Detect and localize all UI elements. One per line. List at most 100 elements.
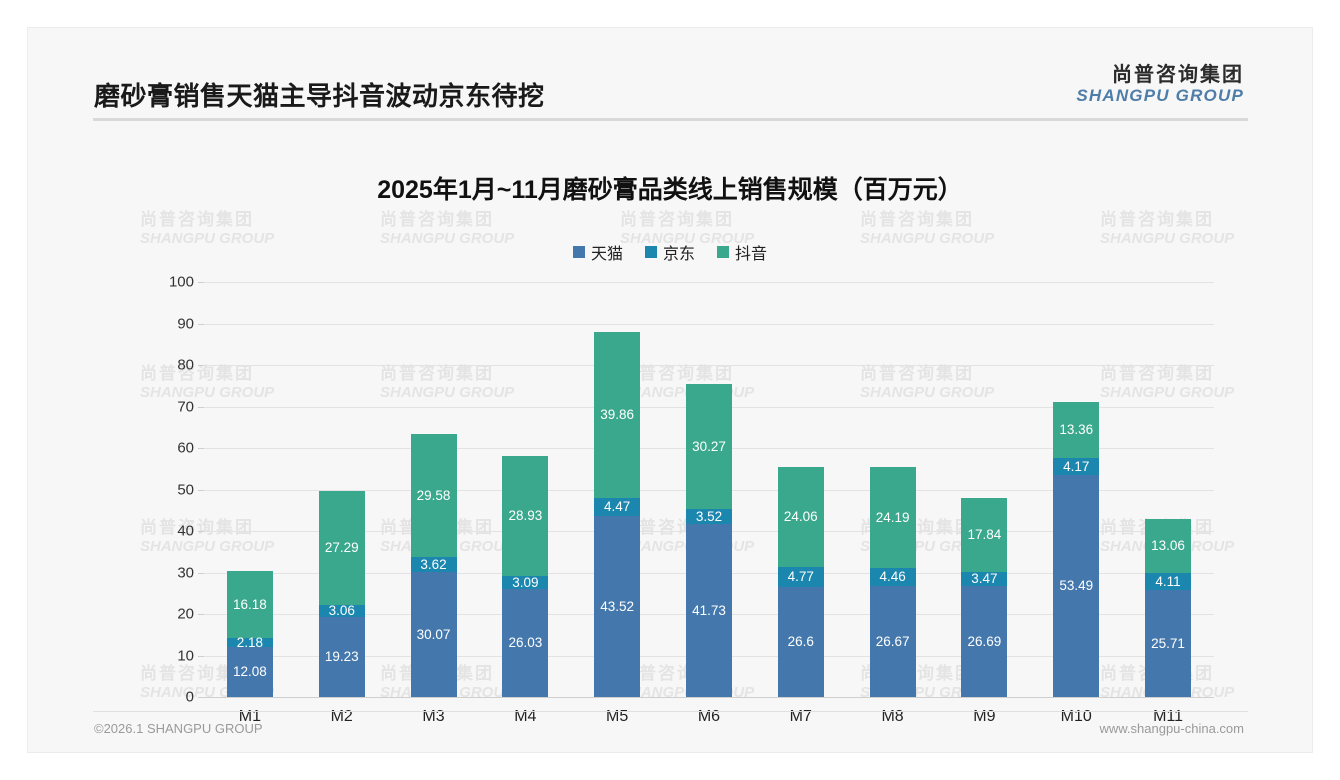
- bar-value-label: 4.77: [787, 568, 814, 584]
- y-axis-tick-mark: [198, 697, 204, 698]
- bar-segment-京东[interactable]: 3.09: [502, 576, 549, 589]
- y-axis-tick-mark: [198, 531, 204, 532]
- bar-segment-抖音[interactable]: 16.18: [226, 570, 273, 638]
- bar-segment-抖音[interactable]: 39.86: [594, 332, 641, 498]
- bar-segment-京东[interactable]: 4.11: [1145, 573, 1192, 591]
- bar-group-M8[interactable]: 24.19 4.46 26.67 M8: [869, 282, 916, 725]
- x-axis-tick-label: M9: [973, 708, 996, 725]
- bar-group-M7[interactable]: 24.06 4.77 26.6 M7: [777, 282, 824, 725]
- bar-segment-抖音[interactable]: 13.06: [1145, 519, 1192, 574]
- bar-segment-抖音[interactable]: 28.93: [502, 456, 549, 577]
- bar-segment-天猫[interactable]: 12.08: [226, 646, 273, 697]
- y-axis-tick-label: 20: [177, 605, 194, 623]
- bar-segment-天猫[interactable]: 25.71: [1145, 590, 1192, 697]
- bar-segment-京东[interactable]: 2.18: [226, 636, 273, 649]
- legend-item-抖音[interactable]: 抖音: [717, 240, 767, 264]
- bar-segment-天猫[interactable]: 26.69: [961, 586, 1008, 697]
- bar-segment-抖音[interactable]: 29.58: [410, 434, 457, 558]
- bar-value-label: 30.07: [416, 626, 451, 642]
- bar-segment-京东[interactable]: 4.46: [869, 567, 916, 587]
- bar-segment-抖音[interactable]: 24.06: [777, 467, 824, 567]
- bar-group-M4[interactable]: 28.93 3.09 26.03 M4: [502, 282, 549, 725]
- x-axis-tick-label: M5: [606, 708, 629, 725]
- slide-header: 磨砂膏销售天猫主导抖音波动京东待挖 尚普咨询集团 SHANGPU GROUP: [28, 28, 1312, 121]
- y-axis-tick-mark: [198, 282, 204, 283]
- gridline: [204, 697, 1214, 698]
- bar-group-M1[interactable]: 16.18 2.18 12.08 M1: [226, 282, 273, 725]
- bar-value-label: 4.46: [879, 569, 906, 585]
- bar-group-M11[interactable]: 13.06 4.11 25.71 M11: [1145, 282, 1192, 725]
- y-axis-tick-label: 80: [177, 356, 194, 374]
- bar-segment-抖音[interactable]: 13.36: [1053, 402, 1100, 458]
- bar-segment-抖音[interactable]: 27.29: [318, 491, 365, 605]
- bar-value-label: 28.93: [508, 508, 543, 524]
- y-axis-tick-mark: [198, 655, 204, 657]
- bar-segment-天猫[interactable]: 26.6: [777, 586, 824, 697]
- bar-value-label: 26.03: [508, 635, 543, 651]
- bar-group-M5[interactable]: 39.86 4.47 43.52 M5: [594, 282, 641, 725]
- bar-segment-天猫[interactable]: 19.23: [318, 617, 365, 697]
- bar-segment-抖音[interactable]: 24.19: [869, 467, 916, 568]
- bar-value-label: 41.73: [692, 602, 726, 618]
- bar-segment-京东[interactable]: 4.47: [594, 497, 641, 517]
- watermark-cn: 尚普咨询集团: [1100, 210, 1214, 229]
- bar-segment-天猫[interactable]: 43.52: [594, 516, 641, 697]
- bar-segment-天猫[interactable]: 26.03: [502, 588, 549, 697]
- y-axis-tick-label: 70: [177, 398, 194, 415]
- legend-swatch-icon: [572, 246, 585, 258]
- bar-value-label: 4.17: [1063, 458, 1090, 474]
- bar-segment-京东[interactable]: 4.77: [777, 566, 824, 587]
- watermark-cn: 尚普咨询集团: [140, 210, 254, 229]
- bar-segment-天猫[interactable]: 30.07: [410, 572, 457, 697]
- page-title: 磨砂膏销售天猫主导抖音波动京东待挖: [94, 81, 545, 111]
- bar-segment-抖音[interactable]: 17.84: [961, 497, 1008, 572]
- bar-value-label: 53.49: [1059, 578, 1094, 594]
- x-axis-tick-label: M4: [514, 708, 537, 725]
- bar-segment-京东[interactable]: 3.62: [410, 557, 457, 573]
- bar-value-label: 4.47: [604, 499, 631, 515]
- x-axis-tick-label: M3: [422, 708, 445, 725]
- bar-segment-京东[interactable]: 4.17: [1053, 457, 1100, 476]
- bar-segment-京东[interactable]: 3.06: [318, 603, 365, 619]
- legend-label: 京东: [662, 246, 695, 263]
- legend-swatch-icon: [717, 246, 729, 258]
- legend-item-天猫[interactable]: 天猫: [572, 240, 623, 264]
- bar-group-M10[interactable]: 13.36 4.17 53.49 M10: [1053, 282, 1100, 725]
- bar-group-M2[interactable]: 27.29 3.06 19.23 M2: [318, 282, 365, 725]
- bar-group-M3[interactable]: 29.58 3.62 30.07 M3: [410, 282, 457, 725]
- bar-value-label: 17.84: [967, 527, 1002, 543]
- x-axis-tick-label: M8: [881, 708, 904, 725]
- chart-title: 2025年1月~11月磨砂膏品类线上销售规模（百万元）: [377, 176, 963, 204]
- footer-website[interactable]: www.shangpu-china.com: [1099, 721, 1244, 736]
- bar-value-label: 3.47: [971, 571, 998, 587]
- slide-canvas: 尚普咨询集团 SHANGPU GROUP 尚普咨询集团 SHANGPU GROUP 尚普…: [28, 28, 1312, 752]
- x-axis-tick-label: M10: [1060, 708, 1092, 725]
- bar-value-label: 43.52: [600, 598, 635, 614]
- bar-value-label: 30.27: [692, 438, 726, 454]
- x-axis-tick-label: M7: [789, 708, 812, 725]
- legend-label: 抖音: [735, 246, 768, 263]
- brand-logo: 尚普咨询集团 SHANGPU GROUP: [1076, 64, 1244, 105]
- x-axis-tick-label: M1: [238, 708, 262, 725]
- bar-segment-天猫[interactable]: 26.67: [869, 586, 916, 697]
- bar-value-label: 13.06: [1151, 538, 1185, 554]
- legend-item-京东[interactable]: 京东: [644, 240, 695, 264]
- watermark-cn: 尚普咨询集团: [860, 210, 974, 229]
- bar-value-label: 24.06: [783, 509, 818, 525]
- gridline: [204, 365, 1214, 366]
- bar-value-label: 24.19: [875, 509, 910, 525]
- bar-segment-京东[interactable]: 3.47: [961, 571, 1008, 587]
- bar-segment-天猫[interactable]: 41.73: [685, 523, 732, 697]
- y-axis-tick-mark: [198, 572, 204, 574]
- bar-group-M9[interactable]: 17.84 3.47 26.69 M9: [961, 282, 1008, 725]
- watermark-cn: 尚普咨询集团: [380, 210, 494, 229]
- bar-value-label: 3.52: [695, 508, 723, 524]
- chart-plot-area: 100 90 80 70 60 50 40 30 20 10 0 16.18 2.18 12.08 M1 2…: [169, 274, 1214, 725]
- bar-value-label: 3.06: [328, 603, 355, 619]
- y-axis-tick-mark: [198, 614, 204, 615]
- bar-value-label: 26.6: [787, 634, 814, 650]
- bar-segment-京东[interactable]: 3.52: [685, 508, 732, 524]
- bar-group-M6[interactable]: 30.27 3.52 41.73 M6: [685, 282, 732, 725]
- bar-segment-天猫[interactable]: 53.49: [1053, 475, 1100, 697]
- bar-segment-抖音[interactable]: 30.27: [685, 383, 732, 510]
